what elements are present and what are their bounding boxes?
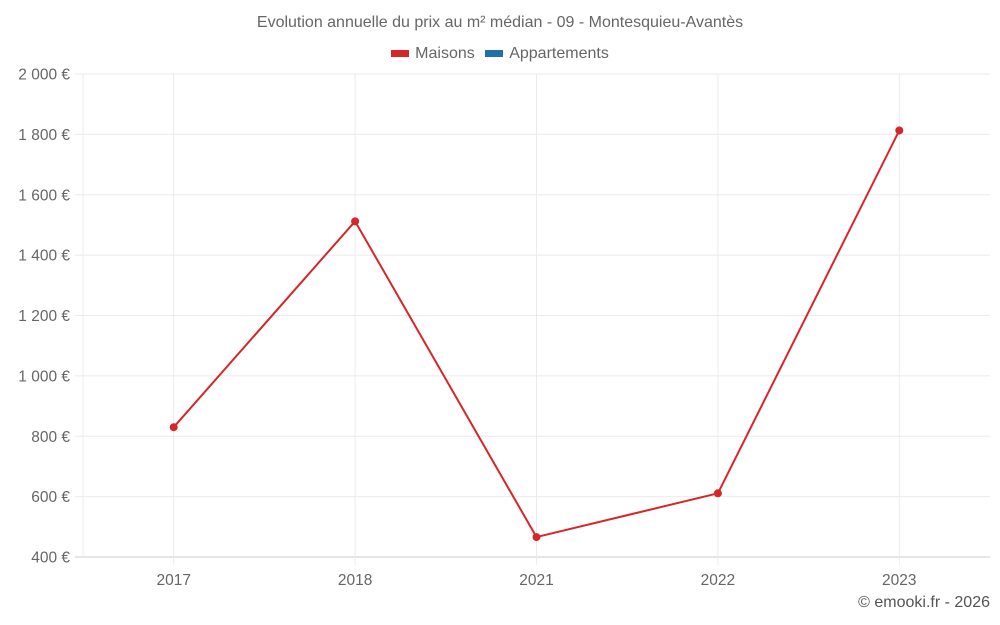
y-tick-label: 2 000 € [18,67,70,84]
series-maisons [169,126,904,542]
x-tick-label: 2021 [519,572,553,589]
credit-text: © emooki.fr - 2026 [858,594,990,611]
data-point[interactable] [532,533,541,542]
data-point[interactable] [351,217,360,226]
x-tick-label: 2018 [338,572,372,589]
data-point[interactable] [169,423,178,432]
x-tick-label: 2017 [156,572,190,589]
gridlines [75,73,990,565]
legend-label-appartements: Appartements [509,44,609,62]
y-tick-label: 1 800 € [18,127,70,144]
y-tick-label: 1 200 € [18,308,70,325]
legend: Maisons Appartements [0,44,1000,63]
data-point[interactable] [713,489,722,498]
x-tick-label: 2023 [882,572,916,589]
y-axis: 400 € 600 € 800 € 1 000 € 1 200 € 1 400 € 1 60… [18,67,70,567]
x-axis: 2017 2018 2021 2022 2023 [156,572,916,589]
legend-swatch-maisons [391,50,410,57]
legend-item-maisons[interactable]: Maisons [391,45,475,63]
y-tick-label: 800 € [31,429,70,446]
y-tick-label: 600 € [31,489,70,506]
legend-item-appartements[interactable]: Appartements [485,45,609,63]
y-tick-label: 1 000 € [18,368,70,385]
legend-swatch-appartements [485,50,504,57]
y-tick-label: 1 600 € [18,187,70,204]
x-tick-label: 2022 [701,572,735,589]
legend-label-maisons: Maisons [415,44,475,62]
y-tick-label: 400 € [31,550,70,567]
data-point[interactable] [895,126,904,135]
chart-title: Evolution annuelle du prix au m² médian … [256,14,744,31]
y-tick-label: 1 400 € [18,248,70,265]
